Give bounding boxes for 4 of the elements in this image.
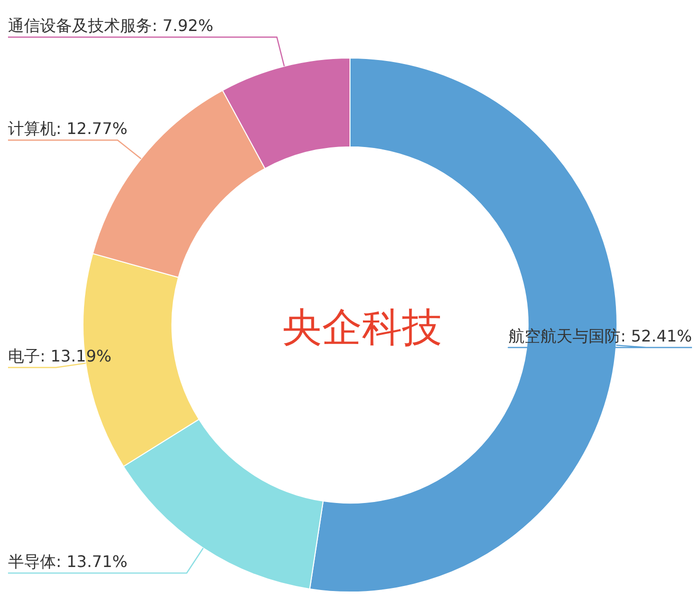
slice-label: 通信设备及技术服务: 7.92% [8, 16, 214, 36]
slice-label: 半导体: 13.71% [8, 552, 128, 572]
slice-label: 计算机: 12.77% [8, 119, 128, 138]
text: 央企科技 [282, 305, 442, 351]
